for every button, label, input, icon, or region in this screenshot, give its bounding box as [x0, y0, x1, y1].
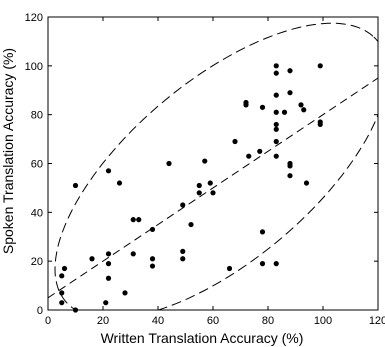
data-point: [59, 290, 65, 296]
data-point: [105, 275, 112, 281]
data-point: [281, 109, 288, 115]
data-point: [136, 217, 142, 223]
data-point: [273, 121, 279, 128]
data-point: [59, 300, 65, 306]
data-point: [273, 153, 279, 159]
data-point: [287, 163, 293, 169]
data-point: [116, 180, 123, 186]
y-tick-label: 40: [31, 207, 43, 219]
y-tick-label: 80: [31, 110, 43, 122]
data-point: [273, 63, 279, 69]
data-point: [207, 180, 213, 186]
data-point: [180, 248, 186, 254]
data-point: [103, 300, 109, 306]
data-point: [210, 190, 216, 196]
data-point: [89, 256, 95, 262]
x-tick-label: 0: [45, 315, 51, 327]
data-point: [246, 153, 252, 159]
data-point: [273, 261, 279, 267]
data-point: [317, 121, 323, 128]
data-point: [226, 265, 233, 272]
data-point: [130, 251, 136, 257]
data-point: [180, 256, 186, 262]
data-point: [287, 173, 293, 179]
data-point: [243, 102, 249, 108]
confidence-ellipse: [54, 22, 378, 310]
x-tick-label: 40: [152, 315, 164, 327]
data-point: [105, 251, 112, 257]
data-point: [196, 182, 202, 189]
plot-frame: [47, 16, 379, 311]
data-point: [149, 263, 156, 269]
data-point: [259, 229, 266, 235]
x-tick-label: 80: [262, 315, 274, 327]
x-tick-label: 100: [314, 315, 332, 327]
data-point: [273, 70, 279, 76]
data-point: [287, 90, 293, 96]
data-point: [72, 182, 79, 189]
data-point: [301, 107, 307, 113]
data-point: [273, 126, 279, 132]
y-axis-label: Spoken Translation Accuracy (%): [0, 48, 16, 254]
regression-line: [48, 77, 378, 299]
x-tick-label: 120: [369, 315, 385, 327]
data-point: [257, 148, 263, 154]
data-point: [122, 290, 128, 296]
data-point: [61, 265, 68, 272]
data-point: [180, 202, 186, 208]
data-point: [259, 261, 266, 267]
x-axis-label: Written Translation Accuracy (%): [101, 330, 304, 346]
data-point: [196, 190, 202, 196]
data-point: [232, 138, 238, 145]
y-tick-label: 100: [25, 61, 43, 73]
data-point: [149, 256, 156, 262]
data-point: [72, 307, 79, 313]
data-point: [130, 217, 136, 223]
y-tick-label: 0: [37, 305, 43, 317]
data-point: [188, 221, 194, 228]
data-point: [303, 180, 310, 186]
x-tick-label: 20: [97, 315, 109, 327]
data-point: [273, 138, 279, 145]
data-point: [273, 109, 279, 115]
data-point: [298, 102, 304, 108]
data-point: [273, 92, 279, 98]
data-point: [105, 168, 112, 174]
data-point: [202, 158, 208, 164]
data-point: [259, 104, 266, 110]
data-point: [59, 273, 65, 279]
data-point: [166, 160, 172, 167]
x-tick-label: 60: [207, 315, 219, 327]
data-point: [105, 261, 112, 267]
data-point: [287, 68, 293, 74]
data-point: [317, 63, 323, 69]
y-tick-label: 60: [31, 159, 43, 171]
data-point: [149, 226, 156, 233]
y-tick-label: 120: [25, 12, 43, 24]
y-tick-label: 20: [31, 256, 43, 268]
